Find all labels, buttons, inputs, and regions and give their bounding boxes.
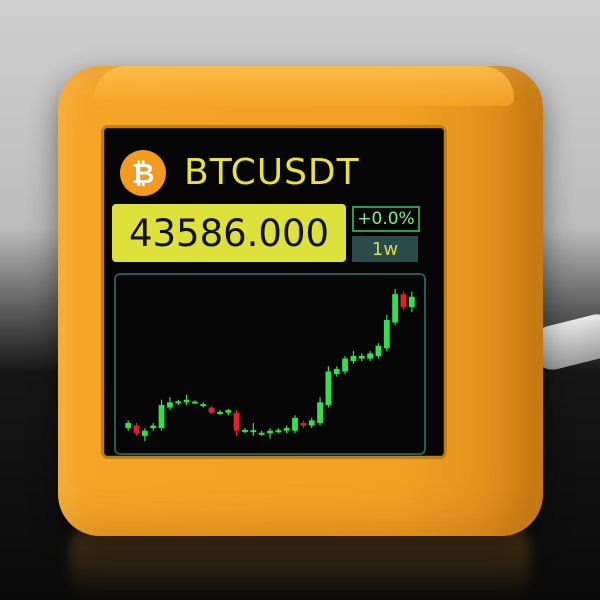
candle-up bbox=[225, 410, 232, 413]
candle-down bbox=[400, 294, 407, 308]
candle-down bbox=[300, 422, 307, 426]
candle-up bbox=[242, 429, 248, 432]
candle-up bbox=[367, 353, 374, 359]
ticker-device: ₿ BTCUSDT 43586.000 +0.0% 1w bbox=[58, 66, 543, 536]
candle-down bbox=[208, 407, 215, 413]
candle-up bbox=[158, 404, 165, 429]
device-screen: ₿ BTCUSDT 43586.000 +0.0% 1w bbox=[104, 128, 444, 456]
candle-up bbox=[325, 371, 332, 405]
candle-up bbox=[375, 345, 382, 356]
candle-down bbox=[133, 425, 140, 434]
candle-up bbox=[283, 428, 290, 431]
candlestick-chart bbox=[114, 273, 426, 455]
period-badge: 1w bbox=[352, 236, 418, 262]
price-display: 43586.000 bbox=[112, 204, 346, 262]
candle-up bbox=[141, 430, 148, 436]
device-top-edge bbox=[94, 66, 514, 106]
candle-down bbox=[233, 412, 240, 431]
bitcoin-icon: ₿ bbox=[120, 150, 166, 196]
candle-up bbox=[217, 411, 223, 414]
candle-up bbox=[392, 294, 399, 323]
candle-up bbox=[200, 404, 207, 407]
chart-canvas bbox=[125, 289, 415, 441]
candle-up bbox=[292, 417, 298, 431]
candle-up bbox=[150, 425, 157, 429]
candle-up bbox=[342, 358, 349, 372]
candle-up bbox=[267, 430, 273, 434]
candle-up bbox=[358, 355, 365, 359]
candle-up bbox=[183, 399, 190, 403]
candle-up bbox=[175, 401, 182, 404]
trading-pair: BTCUSDT bbox=[184, 152, 360, 193]
candle-up bbox=[275, 430, 282, 433]
candle-up bbox=[350, 355, 357, 362]
candle-up bbox=[250, 430, 257, 433]
candle-up bbox=[308, 420, 315, 426]
candle-up bbox=[191, 401, 198, 404]
candle-up bbox=[408, 296, 415, 308]
candle-up bbox=[125, 422, 132, 429]
candle-up bbox=[258, 432, 265, 435]
candle-up bbox=[333, 368, 340, 375]
change-badge: +0.0% bbox=[352, 206, 420, 232]
candle-up bbox=[383, 319, 390, 349]
candle-up bbox=[166, 402, 173, 408]
candle-up bbox=[317, 402, 323, 423]
